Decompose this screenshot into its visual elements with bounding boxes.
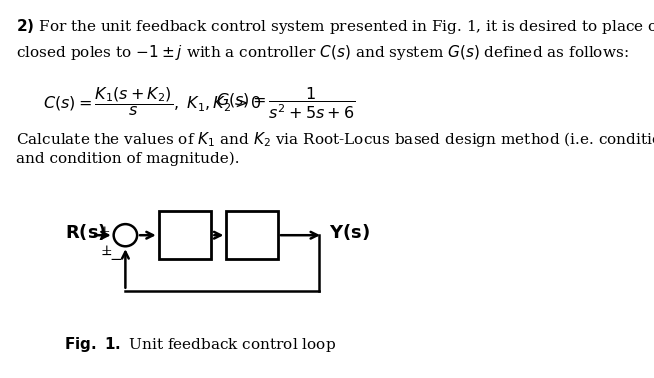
Text: $\mathbf{Y(s)}$: $\mathbf{Y(s)}$ [329, 222, 370, 242]
Text: −: − [109, 253, 122, 267]
Text: and condition of magnitude).: and condition of magnitude). [16, 152, 239, 166]
Text: $\mathbf{C(s)}$: $\mathbf{C(s)}$ [165, 225, 205, 245]
FancyBboxPatch shape [226, 211, 278, 259]
Text: $\mathbf{Fig.\ 1.}$ Unit feedback control loop: $\mathbf{Fig.\ 1.}$ Unit feedback contro… [63, 335, 336, 353]
Text: Calculate the values of $K_1$ and $K_2$ via Root-Locus based design method (i.e.: Calculate the values of $K_1$ and $K_2$ … [16, 130, 654, 149]
Text: +: + [99, 225, 111, 239]
Text: +: + [100, 245, 112, 259]
Text: closed poles to $-1 \pm j$ with a controller $C(s)$ and system $G(s)$ defined as: closed poles to $-1 \pm j$ with a contro… [16, 43, 628, 62]
Text: $C(s) = \dfrac{K_1(s + K_2)}{s},\ K_1, K_2 > 0$: $C(s) = \dfrac{K_1(s + K_2)}{s},\ K_1, K… [43, 85, 262, 118]
Text: −: − [100, 248, 112, 262]
Text: $\mathbf{G(s)}$: $\mathbf{G(s)}$ [231, 225, 273, 245]
FancyBboxPatch shape [159, 211, 211, 259]
Text: $G(s) = \dfrac{1}{s^2 + 5s + 6}$: $G(s) = \dfrac{1}{s^2 + 5s + 6}$ [216, 85, 356, 121]
Text: $\mathbf{2)}$ For the unit feedback control system presented in Fig. 1, it is de: $\mathbf{2)}$ For the unit feedback cont… [16, 17, 654, 36]
Text: $\mathbf{R(s)}$: $\mathbf{R(s)}$ [65, 222, 107, 242]
